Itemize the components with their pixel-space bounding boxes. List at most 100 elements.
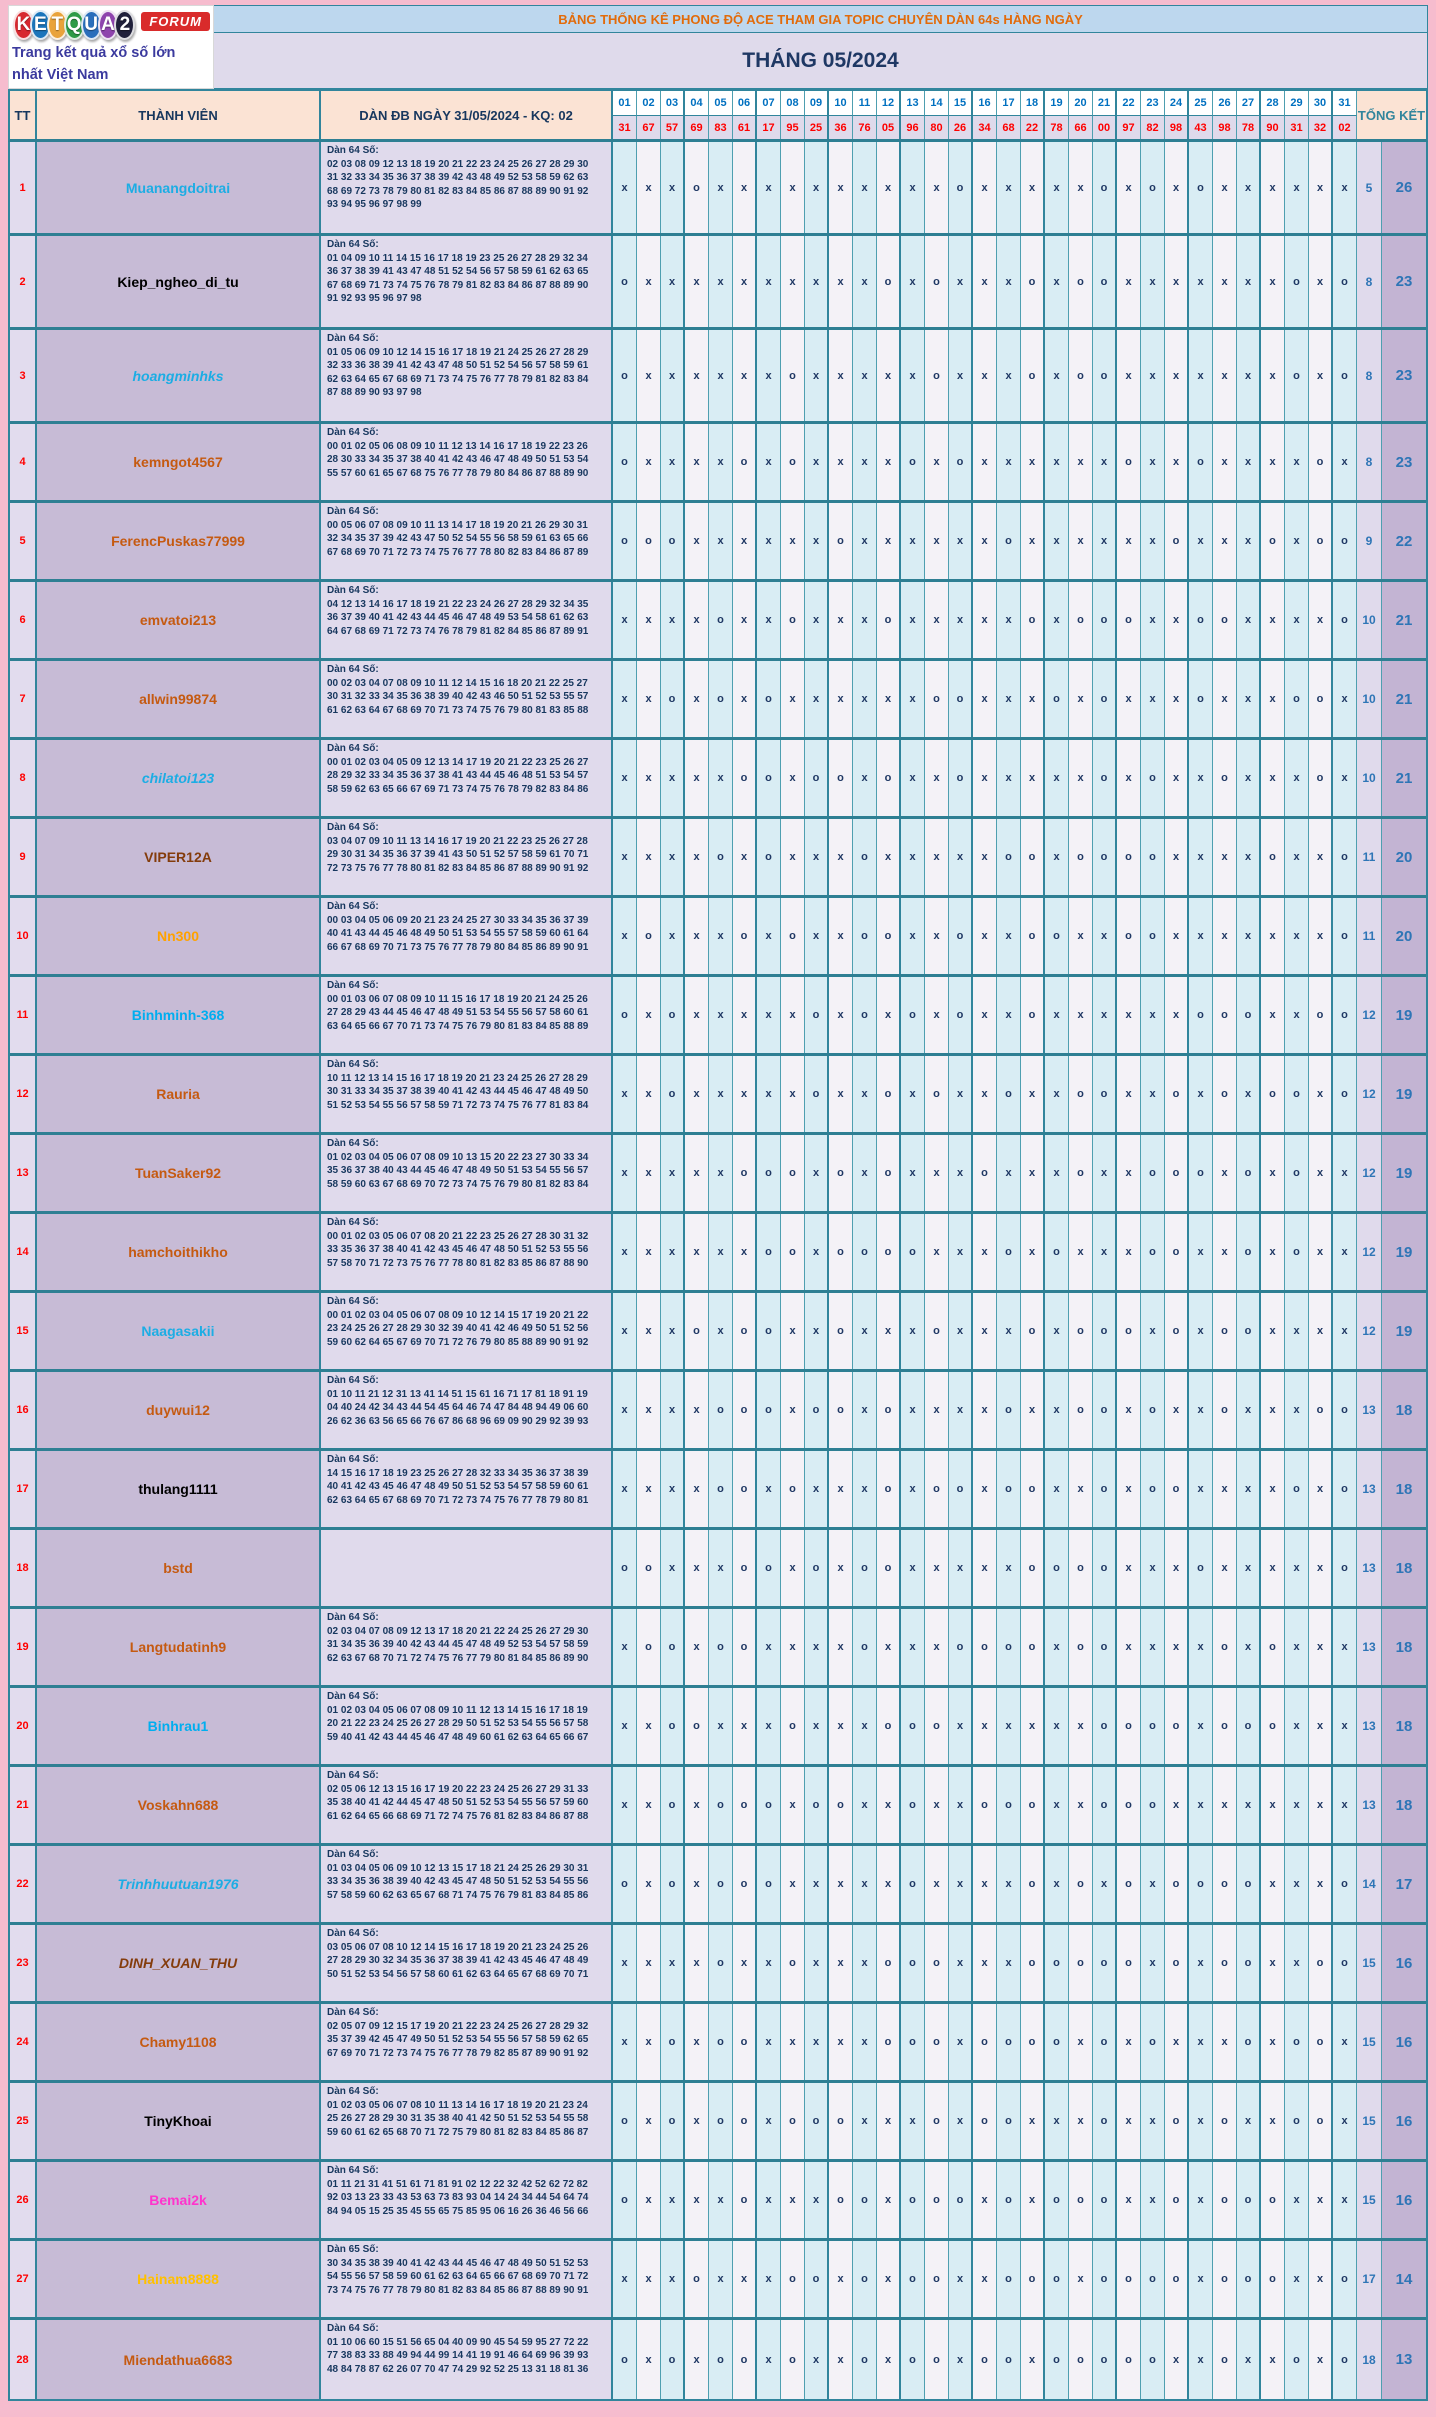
mark-cell: o <box>1285 2083 1309 2159</box>
numbers-label: Dàn 64 Số: <box>327 822 379 833</box>
mark-cell: o <box>877 1688 901 1764</box>
mark-cell: x <box>949 1293 973 1369</box>
member-cell: Rauria <box>37 1056 321 1132</box>
numbers-cell: Dàn 64 Số: 01 11 21 31 41 51 61 71 81 91 … <box>321 2162 613 2238</box>
mark-cell: x <box>1021 142 1045 233</box>
mark-cell: x <box>733 236 757 327</box>
mark-cell: x <box>1237 1451 1261 1527</box>
mark-cell: o <box>1045 1530 1069 1606</box>
mark-cell: x <box>925 582 949 658</box>
mark-cell: x <box>997 1925 1021 2001</box>
mark-cell: x <box>613 1135 637 1211</box>
mark-cell: x <box>1069 2241 1093 2317</box>
row-number: 16 <box>10 1372 37 1448</box>
mark-cell: o <box>1189 142 1213 233</box>
mark-cell: o <box>781 582 805 658</box>
mark-cell: x <box>781 661 805 737</box>
mark-cell: x <box>1165 330 1189 421</box>
mark-cell: o <box>685 2241 709 2317</box>
result-cell: 98 <box>1165 116 1189 139</box>
mark-cell: x <box>997 977 1021 1053</box>
mark-cell: x <box>1261 2004 1285 2080</box>
numbers-label: Dàn 64 Số: <box>327 1296 379 1307</box>
result-cell: 43 <box>1189 116 1213 139</box>
mark-cell: o <box>853 819 877 895</box>
mark-cell: x <box>733 330 757 421</box>
mark-cell: x <box>1309 1767 1333 1843</box>
numbers-line: 14 15 16 17 18 19 23 25 26 27 28 32 33 3… <box>327 1467 589 1479</box>
mark-cell: x <box>1333 1293 1357 1369</box>
mark-cell: x <box>781 1767 805 1843</box>
mark-cell: x <box>1141 977 1165 1053</box>
mark-cell: o <box>877 1925 901 2001</box>
mark-cell: o <box>1333 898 1357 974</box>
mark-cell: o <box>877 1135 901 1211</box>
mark-cell: x <box>1309 2320 1333 2399</box>
numbers-label: Dàn 64 Số: <box>327 333 379 344</box>
mark-cell: o <box>901 1925 925 2001</box>
mark-cell: o <box>805 2083 829 2159</box>
mark-cell: x <box>1285 1925 1309 2001</box>
mark-cell: x <box>613 1372 637 1448</box>
mark-cell: x <box>1189 1688 1213 1764</box>
mark-cell: x <box>973 1925 997 2001</box>
mark-cell: o <box>1141 2241 1165 2317</box>
mark-cell: x <box>1165 977 1189 1053</box>
mark-cell: o <box>829 2083 853 2159</box>
mark-cell: o <box>949 898 973 974</box>
mark-cell: o <box>1117 582 1141 658</box>
mark-cell: x <box>973 424 997 500</box>
mark-cell: x <box>925 1767 949 1843</box>
mark-cell: o <box>1069 1372 1093 1448</box>
mark-cell: x <box>685 236 709 327</box>
total-miss-cell: 9 <box>1357 503 1382 579</box>
numbers-label: Dàn 64 Số: <box>327 2007 379 2018</box>
member-cell: Trinhhuutuan1976 <box>37 1846 321 1922</box>
mark-cell: o <box>661 2004 685 2080</box>
result-cell: 95 <box>781 116 805 139</box>
mark-cell: x <box>757 1925 781 2001</box>
mark-cell: o <box>613 2083 637 2159</box>
mark-cell: x <box>1069 2083 1093 2159</box>
total-miss-cell: 14 <box>1357 1846 1382 1922</box>
mark-cell: o <box>1309 661 1333 737</box>
result-cell: 98 <box>1213 116 1237 139</box>
mark-cell: o <box>1237 1293 1261 1369</box>
mark-cell: x <box>853 1767 877 1843</box>
mark-cell: x <box>1285 1293 1309 1369</box>
mark-cell: o <box>1117 424 1141 500</box>
member-name: Miendathua6683 <box>123 2351 233 2368</box>
mark-cell: x <box>925 1214 949 1290</box>
mark-cell: x <box>757 1056 781 1132</box>
mark-cell: o <box>733 1451 757 1527</box>
mark-cell: x <box>1309 1530 1333 1606</box>
table-body: 1 Muanangdoitrai Dàn 64 Số: 02 03 08 09 12 … <box>8 142 1428 2401</box>
mark-cell: x <box>805 898 829 974</box>
mark-cell: o <box>1309 1372 1333 1448</box>
total-miss-cell: 5 <box>1357 142 1382 233</box>
mark-cell: o <box>781 1925 805 2001</box>
mark-cell: x <box>1237 503 1261 579</box>
mark-cell: x <box>1141 2083 1165 2159</box>
mark-cell: x <box>1021 1688 1045 1764</box>
mark-cell: x <box>1045 2083 1069 2159</box>
day-header-cell: 06 <box>733 91 757 116</box>
mark-cell: x <box>949 2083 973 2159</box>
mark-cell: x <box>877 1767 901 1843</box>
table-row: 4 kemngot4567 Dàn 64 Số: 00 01 02 05 06 08 … <box>10 424 1426 503</box>
top-header: K E T Q U A 2 FORUM Trang kết quả xổ số lớn nhấ… <box>8 5 1428 89</box>
mark-cell: o <box>1069 1846 1093 1922</box>
mark-cell: o <box>925 2320 949 2399</box>
mark-cell: o <box>1069 1530 1093 1606</box>
mark-cell: x <box>1093 1214 1117 1290</box>
mark-cell: o <box>685 1293 709 1369</box>
mark-cell: x <box>949 1846 973 1922</box>
mark-cell: o <box>1045 1214 1069 1290</box>
mark-cell: o <box>829 1293 853 1369</box>
mark-cell: o <box>997 1767 1021 1843</box>
mark-cell: x <box>973 503 997 579</box>
mark-cell: o <box>1141 1214 1165 1290</box>
mark-cell: x <box>685 740 709 816</box>
mark-cell: x <box>637 1214 661 1290</box>
mark-cell: x <box>1237 1609 1261 1685</box>
